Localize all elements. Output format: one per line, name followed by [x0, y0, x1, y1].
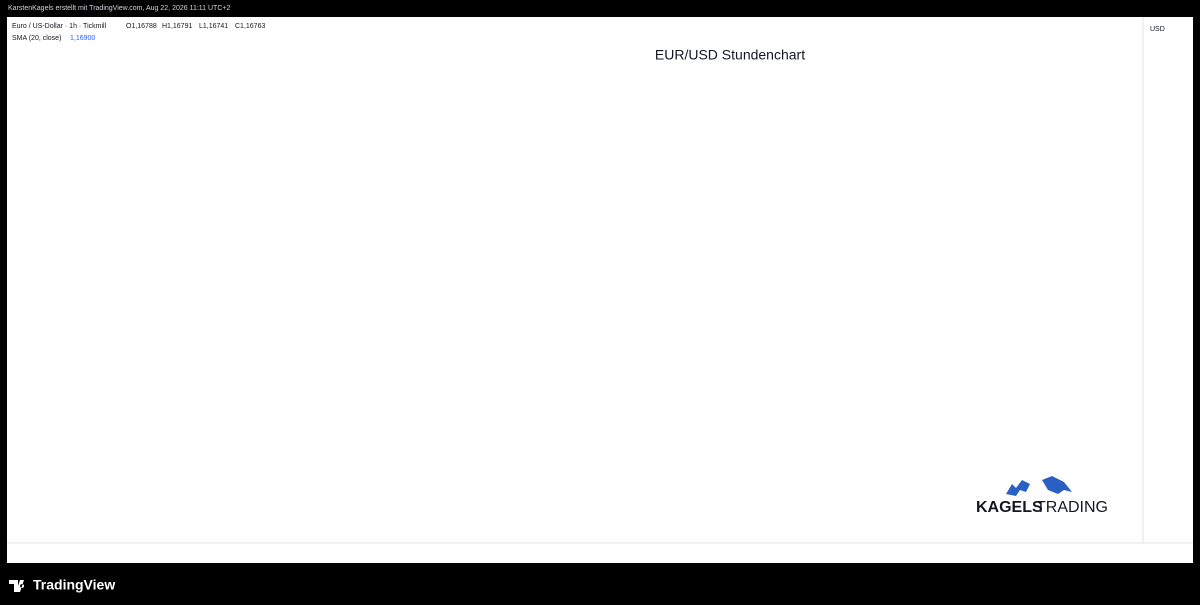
bear-icon — [1042, 476, 1072, 494]
footer: TradingView — [9, 577, 115, 593]
ohlc-low: L1,16741 — [199, 23, 228, 30]
footer-brand: TradingView — [33, 577, 115, 593]
chart-panel — [7, 17, 1193, 563]
header-text: KarstenKagels erstellt mit TradingView.c… — [8, 5, 230, 12]
chart-title: EUR/USD Stundenchart — [655, 47, 805, 63]
sma-value: 1,16900 — [70, 35, 95, 42]
watermark: KAGELS TRADING — [976, 476, 1108, 516]
tv-logo — [9, 580, 25, 592]
symbol-label: Euro / US-Dollar · 1h · Tickmill — [12, 23, 107, 30]
legend: Euro / US-Dollar · 1h · Tickmill O1,1678… — [12, 23, 265, 42]
watermark-secondary: TRADING — [1036, 499, 1108, 516]
bull-icon — [1006, 480, 1030, 496]
currency-label: USD — [1150, 26, 1165, 33]
ohlc-close: C1,16763 — [235, 23, 265, 30]
ohlc-high: H1,16791 — [162, 23, 192, 30]
ohlc-open: O1,16788 — [126, 23, 157, 30]
sma-label: SMA (20, close) — [12, 35, 61, 42]
watermark-primary: KAGELS — [976, 499, 1043, 516]
